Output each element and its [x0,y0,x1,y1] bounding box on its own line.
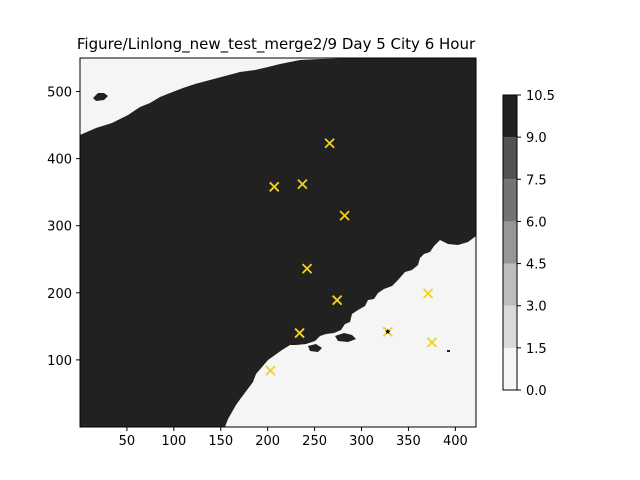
plot-frame [79,57,477,428]
colorbar-segment [503,263,517,306]
colorbar-tick-label: 10.5 [526,89,555,104]
colorbar-tick-label: 4.5 [526,258,547,273]
colorbar-tick-label: 9.0 [526,131,547,146]
y-tick-label: 300 [47,220,72,235]
colorbar-segment [503,95,517,138]
colorbar-segment [503,221,517,264]
city-marker [294,327,305,339]
city-marker [426,337,438,348]
coastal-islet [335,333,356,342]
y-tick-label: 200 [47,287,72,302]
x-tick-label: 50 [119,434,136,449]
y-tick-label: 400 [47,153,72,168]
x-tick-label: 100 [161,434,186,449]
city-marker [423,288,434,299]
city-marker [297,178,308,190]
colorbar-segment [503,137,517,180]
colorbar-tick-label: 1.5 [526,342,547,357]
x-tick-label: 400 [443,434,468,449]
x-axis: 50 100 150 200 250 300 350 400 [119,427,468,449]
y-tick-label: 500 [47,86,72,101]
colorbar-segment [503,347,517,390]
colorbar-frame [502,94,518,391]
island [93,93,108,101]
colorbar-segment [503,179,517,222]
city-marker [331,295,343,306]
x-tick-label: 200 [255,434,280,449]
plot-area [80,58,476,427]
y-axis: 100 200 300 400 500 [47,86,80,369]
city-marker [301,263,313,274]
x-tick-label: 150 [208,434,233,449]
x-tick-label: 250 [302,434,327,449]
x-tick-label: 350 [396,434,421,449]
city-marker [265,365,276,376]
colorbar-tick-label: 6.0 [526,215,547,230]
colorbar-tick-label: 0.0 [526,384,547,399]
city-marker [324,138,335,149]
x-tick-label: 300 [349,434,374,449]
chart-title: Figure/Linlong_new_test_merge2/9 Day 5 C… [77,35,476,54]
coastal-islet [308,344,322,352]
city-marker [269,181,280,192]
colorbar: 0.0 1.5 3.0 4.5 6.0 7.5 9.0 10.5 [502,89,555,399]
colorbar-tick-label: 7.5 [526,173,547,188]
city-marker [339,210,350,221]
coastal-islet [447,350,450,352]
y-tick-label: 100 [47,354,72,369]
star-marker [384,328,391,335]
colorbar-segment [503,305,517,348]
land-region [80,58,476,427]
marker-layer [265,138,438,376]
colorbar-tick-label: 3.0 [526,300,547,315]
